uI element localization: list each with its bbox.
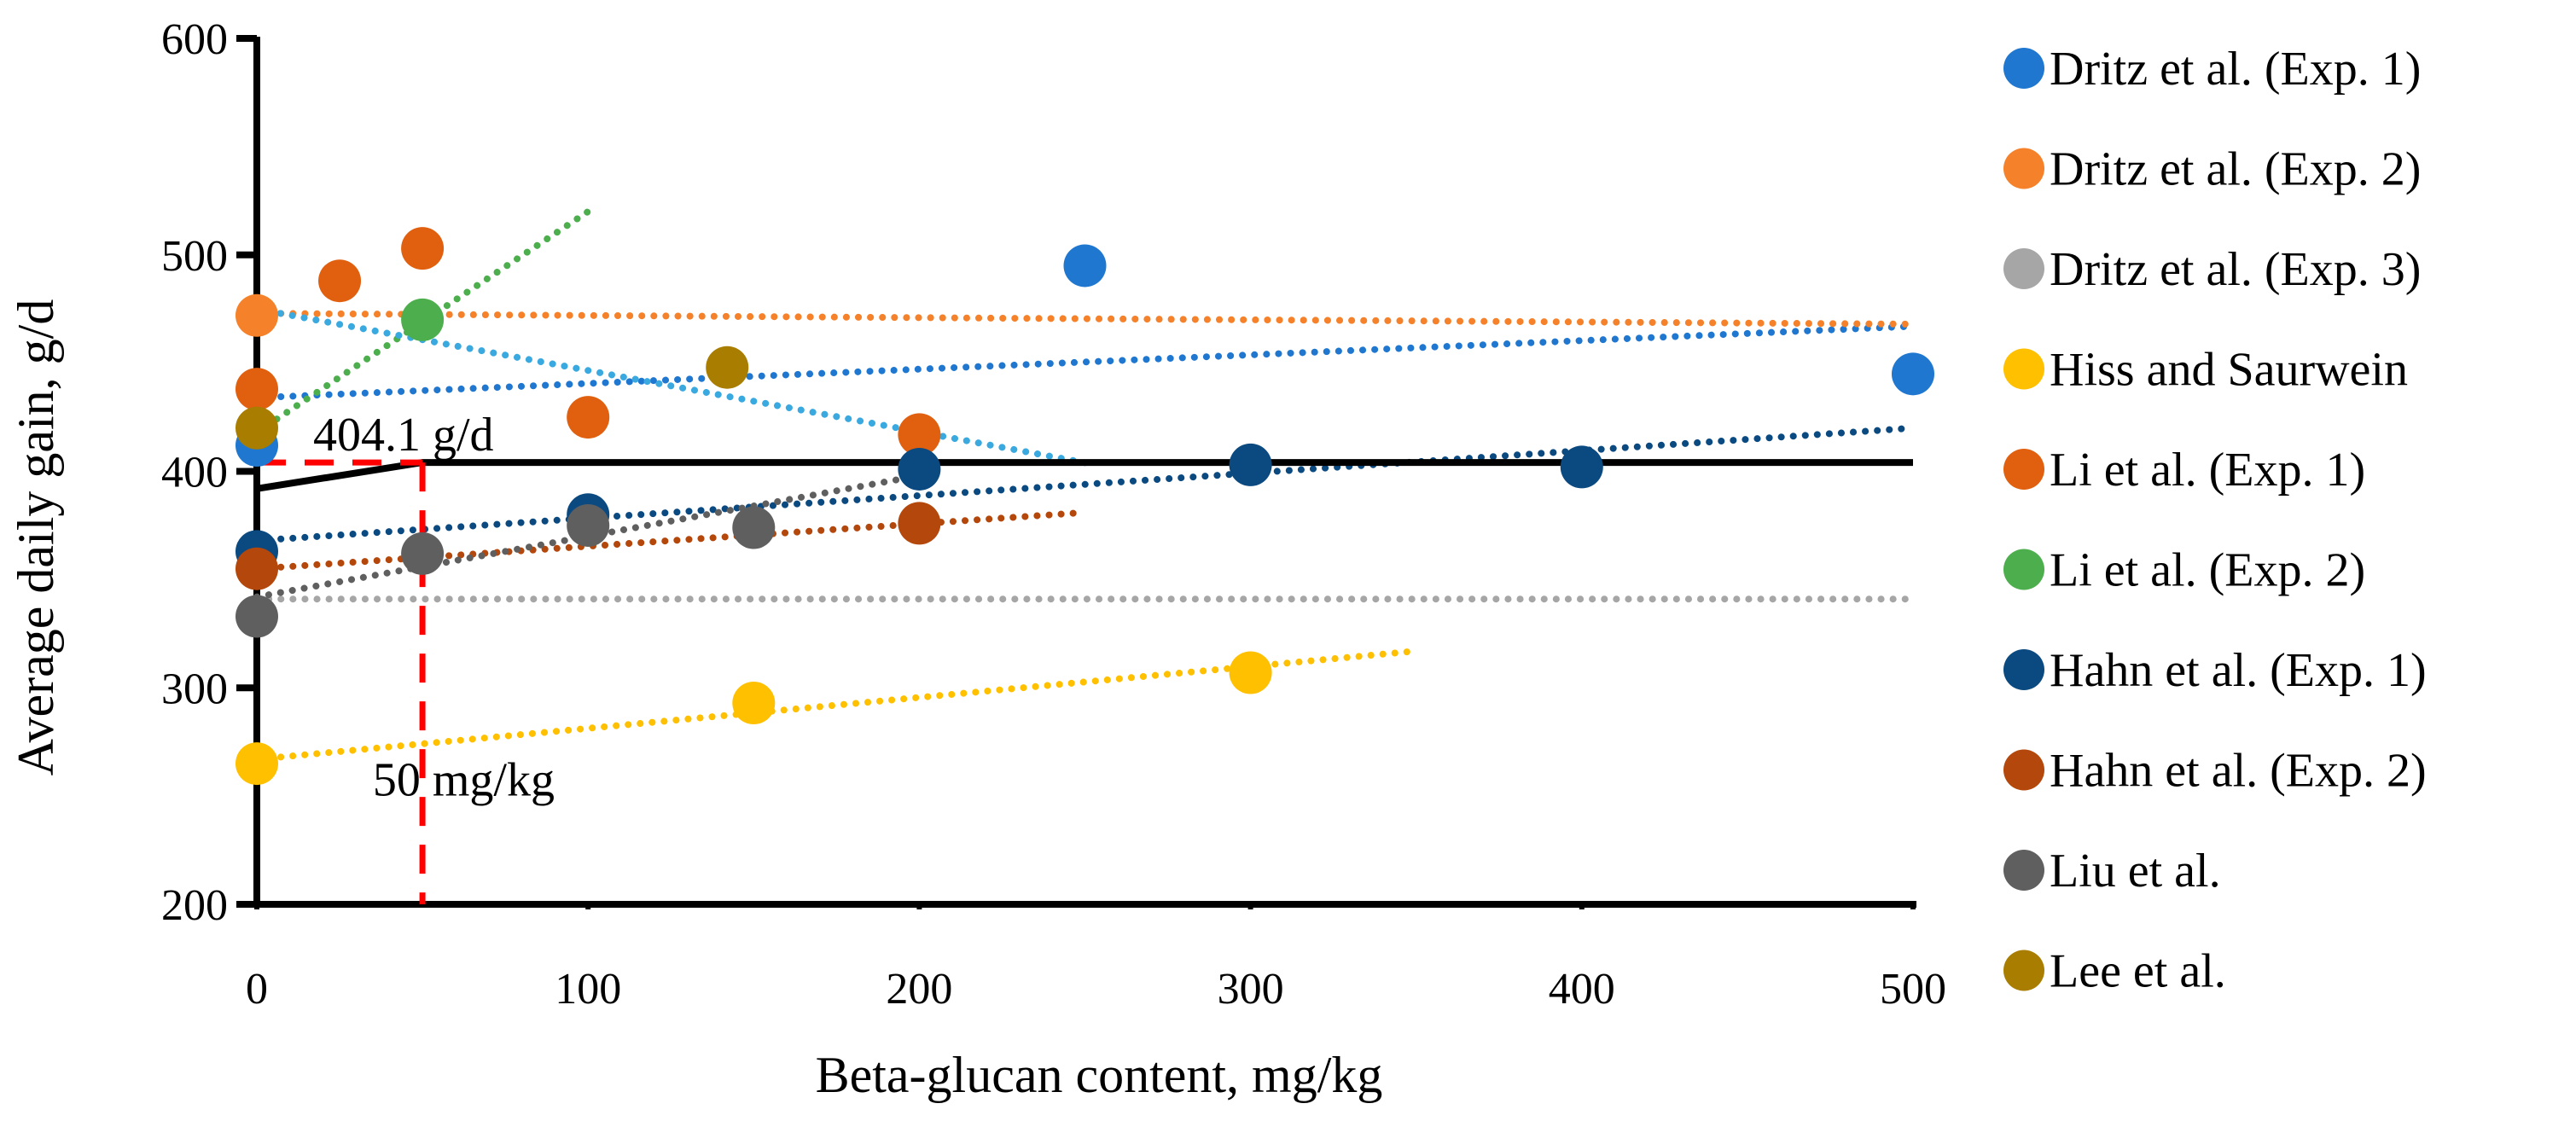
legend-marker-5 bbox=[2003, 449, 2044, 490]
y-axis-title: Average daily gain, g/d bbox=[8, 299, 64, 776]
x-tick-label: 100 bbox=[555, 965, 621, 1014]
trendline-series-4 bbox=[253, 648, 1420, 763]
x-tick-label: 200 bbox=[886, 965, 952, 1014]
trendline-series-1 bbox=[253, 322, 1916, 402]
x-axis-title: Beta-glucan content, mg/kg bbox=[816, 1047, 1383, 1103]
data-point-series-8 bbox=[898, 502, 941, 545]
trendline-series-7 bbox=[253, 424, 1916, 544]
data-point-series-9 bbox=[567, 503, 610, 547]
legend: Dritz et al. (Exp. 1) Dritz et al. (Exp. … bbox=[2003, 43, 2427, 998]
y-tick-label: 200 bbox=[161, 881, 228, 930]
data-point-series-4 bbox=[236, 742, 278, 786]
data-point-series-7 bbox=[898, 447, 941, 491]
data-point-series-2 bbox=[236, 293, 278, 337]
legend-marker-10 bbox=[2003, 950, 2044, 991]
data-point-series-5 bbox=[318, 259, 362, 303]
legend-marker-4 bbox=[2003, 348, 2044, 390]
legend-marker-1 bbox=[2003, 48, 2044, 89]
legend-label-10: Lee et al. bbox=[2050, 945, 2226, 998]
legend-marker-2 bbox=[2003, 148, 2044, 189]
data-point-series-5 bbox=[401, 227, 445, 270]
annotation-2: 50 mg/kg bbox=[373, 753, 555, 806]
data-point-series-7 bbox=[1229, 443, 1272, 486]
data-point-series-10 bbox=[706, 346, 749, 389]
data-point-series-4 bbox=[1229, 651, 1272, 694]
legend-marker-9 bbox=[2003, 850, 2044, 891]
data-point-series-5 bbox=[898, 413, 941, 456]
data-point-series-1 bbox=[1063, 244, 1107, 288]
legend-label-3: Dritz et al. (Exp. 3) bbox=[2050, 243, 2421, 296]
data-point-series-1 bbox=[1892, 352, 1934, 396]
legend-label-7: Hahn et al. (Exp. 1) bbox=[2050, 644, 2427, 697]
y-tick-label: 300 bbox=[161, 665, 228, 713]
x-tick-label: 400 bbox=[1549, 965, 1615, 1014]
y-tick-label: 400 bbox=[161, 449, 228, 497]
trendline-extra bbox=[253, 305, 1089, 467]
legend-label-8: Hahn et al. (Exp. 2) bbox=[2050, 745, 2427, 798]
legend-marker-6 bbox=[2003, 549, 2044, 590]
plot-area: 200 300 400 500 600 0 100 200 300 400 500 404.1 g/d… bbox=[161, 15, 1946, 1014]
trendline-series-2 bbox=[253, 310, 1916, 328]
x-tick-label: 0 bbox=[246, 965, 268, 1014]
data-point-series-5 bbox=[567, 396, 610, 439]
legend-label-5: Li et al. (Exp. 1) bbox=[2050, 444, 2365, 497]
data-point-series-10 bbox=[236, 406, 278, 450]
data-point-series-9 bbox=[236, 595, 278, 638]
data-point-series-9 bbox=[732, 506, 776, 549]
legend-marker-7 bbox=[2003, 649, 2044, 690]
legend-label-2: Dritz et al. (Exp. 2) bbox=[2050, 143, 2421, 196]
legend-label-1: Dritz et al. (Exp. 1) bbox=[2050, 43, 2421, 96]
annotation-1: 404.1 g/d bbox=[313, 409, 494, 462]
data-point-series-9 bbox=[401, 531, 445, 575]
y-tick-label: 500 bbox=[161, 232, 228, 281]
data-point-series-7 bbox=[1560, 445, 1603, 489]
legend-label-4: Hiss and Saurwein bbox=[2050, 344, 2408, 397]
data-point-series-8 bbox=[236, 547, 278, 590]
legend-label-6: Li et al. (Exp. 2) bbox=[2050, 544, 2365, 597]
legend-marker-3 bbox=[2003, 248, 2044, 289]
x-tick-label: 300 bbox=[1218, 965, 1284, 1014]
x-tick-label: 500 bbox=[1880, 965, 1946, 1014]
y-tick-label: 600 bbox=[161, 15, 228, 64]
legend-marker-8 bbox=[2003, 749, 2044, 791]
data-point-series-5 bbox=[236, 368, 278, 411]
data-point-series-6 bbox=[401, 298, 445, 341]
legend-label-9: Liu et al. bbox=[2050, 845, 2221, 897]
data-point-series-4 bbox=[732, 682, 776, 725]
